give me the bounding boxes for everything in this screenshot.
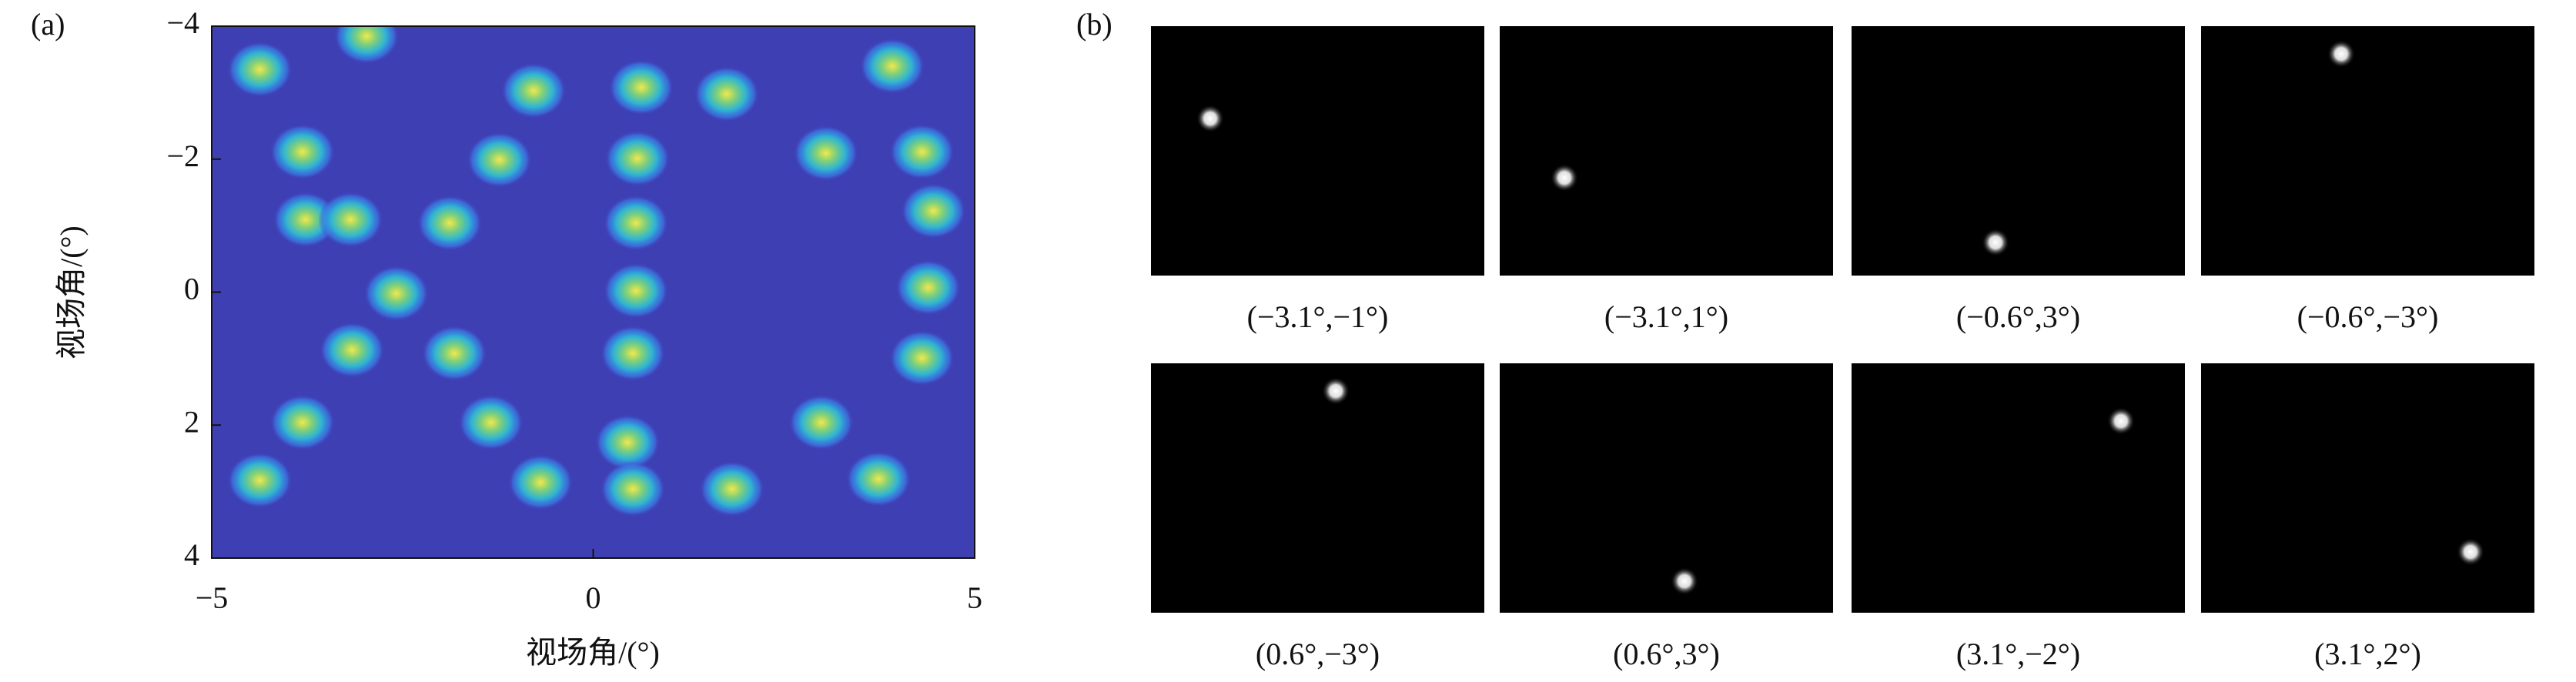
spot	[227, 452, 293, 508]
image-caption: (−0.6°,3°)	[1956, 299, 2080, 334]
spot	[319, 322, 385, 378]
spot	[889, 124, 955, 180]
x-tick-label: −5	[196, 580, 229, 615]
spot	[846, 451, 912, 507]
spot	[694, 66, 759, 122]
spot	[699, 461, 764, 517]
spot	[603, 195, 668, 251]
panel-label: (b)	[1076, 7, 1112, 42]
spot	[501, 62, 567, 119]
y-tick-label: 2	[184, 404, 199, 439]
spot	[334, 26, 400, 64]
y-tick-label: 0	[184, 272, 199, 306]
spot	[889, 330, 955, 386]
x-tick-label: 5	[967, 580, 982, 615]
spot	[859, 38, 925, 94]
image	[2201, 363, 2534, 613]
spot	[269, 124, 335, 180]
spot	[318, 192, 383, 248]
spot	[508, 454, 574, 510]
image	[1500, 363, 1833, 613]
x-axis-label: 视场角/(°)	[526, 635, 660, 670]
spot	[595, 414, 661, 470]
spot	[417, 195, 483, 251]
x-tick-label: 0	[586, 580, 601, 615]
spot	[895, 259, 961, 316]
spot	[467, 132, 532, 188]
image	[1852, 26, 2185, 276]
spot	[227, 42, 293, 98]
spot	[604, 130, 670, 186]
spot	[601, 325, 666, 381]
plot-area	[212, 26, 975, 558]
spot	[458, 394, 524, 450]
y-tick-label: 4	[184, 537, 199, 572]
heatmap-background	[212, 26, 975, 558]
image-caption: (−3.1°,1°)	[1604, 299, 1728, 334]
spot	[608, 59, 674, 115]
y-tick-label: −4	[166, 5, 199, 40]
image-caption: (0.6°,3°)	[1613, 637, 1720, 671]
spot	[603, 262, 668, 319]
spot	[901, 183, 966, 239]
spot	[601, 461, 666, 517]
image	[1500, 26, 1833, 276]
image	[1151, 26, 1484, 276]
image	[2201, 26, 2534, 276]
y-axis-label: 视场角/(°)	[54, 226, 89, 359]
panel-label: (a)	[31, 7, 65, 42]
spot	[363, 266, 429, 322]
image-caption: (−0.6°,−3°)	[2297, 299, 2439, 334]
image-caption: (3.1°,2°)	[2314, 637, 2421, 671]
spot	[273, 192, 338, 248]
spot	[422, 325, 487, 381]
y-tick-label: −2	[166, 139, 199, 173]
image-grid	[1151, 26, 2534, 613]
spot	[793, 125, 858, 181]
image-caption: (3.1°,−2°)	[1956, 637, 2080, 671]
spot	[269, 394, 335, 450]
spot	[788, 394, 854, 450]
image	[1852, 363, 2185, 613]
image-caption: (0.6°,−3°)	[1256, 637, 1380, 671]
image	[1151, 363, 1484, 613]
image-caption: (−3.1°,−1°)	[1247, 299, 1389, 334]
